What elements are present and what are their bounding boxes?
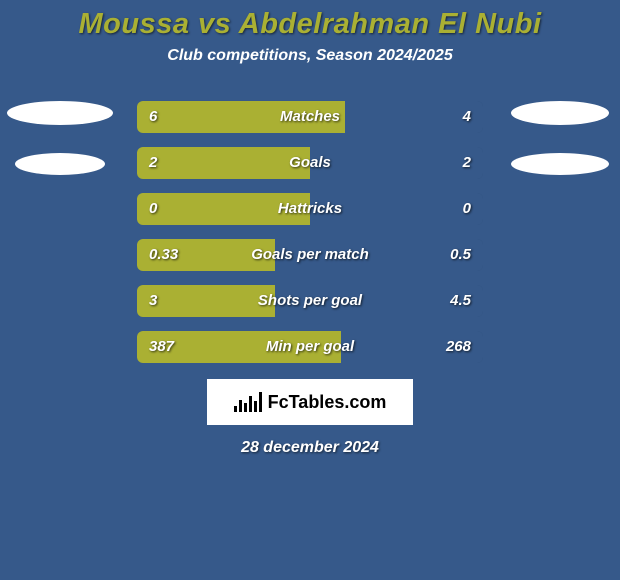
stat-rows: 64Matches 22Goals 00Hattricks 0.330.5Goals … xyxy=(137,101,483,363)
stat-label: Shots per goal xyxy=(137,285,483,317)
comparison-infographic: Moussa vs Abdelrahman El Nubi Club compe… xyxy=(0,0,620,580)
stat-row: 34.5Shots per goal xyxy=(137,285,483,317)
subtitle: Club competitions, Season 2024/2025 xyxy=(0,47,620,65)
logo-bar xyxy=(254,401,257,412)
stat-row: 0.330.5Goals per match xyxy=(137,239,483,271)
logo-bar xyxy=(244,403,247,412)
stat-label: Matches xyxy=(137,101,483,133)
stat-label: Min per goal xyxy=(137,331,483,363)
logo-bar xyxy=(259,392,262,412)
logo-bar xyxy=(239,400,242,412)
left-player-markers xyxy=(0,101,120,175)
stat-label: Goals xyxy=(137,147,483,179)
logo-text: FcTables.com xyxy=(268,392,387,413)
page-title: Moussa vs Abdelrahman El Nubi xyxy=(0,8,620,41)
stat-row: 22Goals xyxy=(137,147,483,179)
right-ellipse xyxy=(511,101,609,125)
stat-label: Goals per match xyxy=(137,239,483,271)
stat-label: Hattricks xyxy=(137,193,483,225)
left-ellipse xyxy=(15,153,105,175)
right-ellipse xyxy=(511,153,609,175)
stats-area: 64Matches 22Goals 00Hattricks 0.330.5Goals … xyxy=(0,101,620,363)
stat-row: 387268Min per goal xyxy=(137,331,483,363)
stat-row: 64Matches xyxy=(137,101,483,133)
stat-row: 00Hattricks xyxy=(137,193,483,225)
logo-bar xyxy=(234,406,237,412)
date-label: 28 december 2024 xyxy=(0,439,620,457)
logo-bars-icon xyxy=(234,392,262,412)
logo-bar xyxy=(249,396,252,412)
fctables-logo: FcTables.com xyxy=(207,379,413,425)
right-player-markers xyxy=(500,101,620,175)
left-ellipse xyxy=(7,101,113,125)
